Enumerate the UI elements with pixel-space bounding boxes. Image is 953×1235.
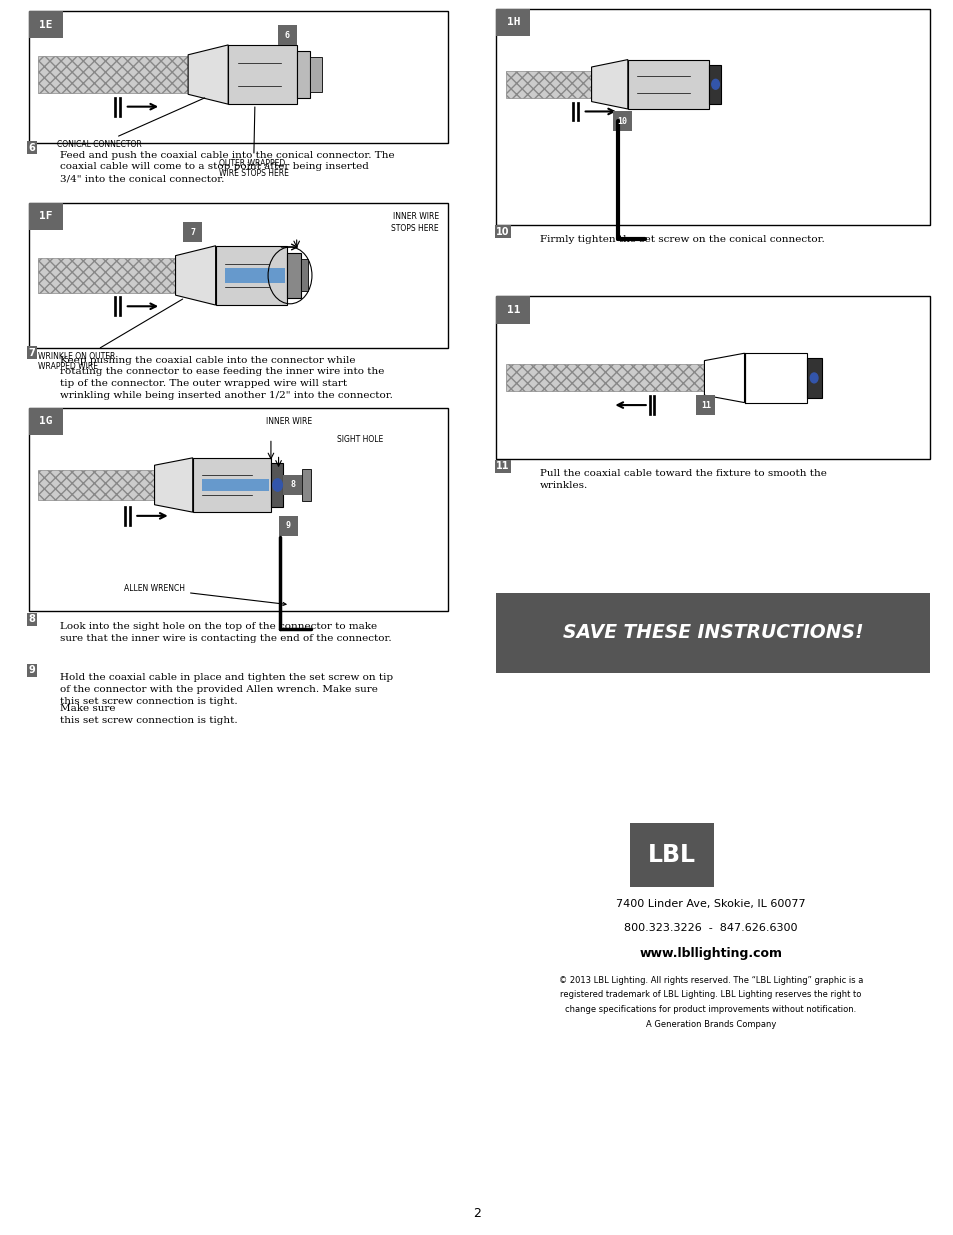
Circle shape xyxy=(711,79,719,89)
Text: 10: 10 xyxy=(617,117,626,126)
Bar xyxy=(119,296,121,316)
Text: 800.323.3226  -  847.626.6300: 800.323.3226 - 847.626.6300 xyxy=(623,923,797,932)
Circle shape xyxy=(809,373,817,383)
Bar xyxy=(287,253,300,298)
Bar xyxy=(215,246,287,305)
Bar xyxy=(119,96,121,116)
Text: Make sure
this set screw connection is tight.: Make sure this set screw connection is t… xyxy=(60,704,237,725)
Text: WRINKLE ON OUTER
WRAPPED WIRE: WRINKLE ON OUTER WRAPPED WIRE xyxy=(38,299,182,372)
Bar xyxy=(496,296,530,324)
Bar xyxy=(627,59,708,109)
Bar xyxy=(577,101,578,121)
Bar xyxy=(696,395,715,415)
Text: 10: 10 xyxy=(496,227,509,237)
Bar xyxy=(225,268,285,283)
Text: 7: 7 xyxy=(190,227,195,237)
Text: 1F: 1F xyxy=(39,211,52,221)
Bar xyxy=(496,296,929,459)
Bar xyxy=(29,203,63,230)
Bar xyxy=(193,458,271,513)
Bar xyxy=(302,469,311,501)
Text: 11: 11 xyxy=(700,400,710,410)
Polygon shape xyxy=(188,44,228,104)
Bar xyxy=(505,70,591,98)
Bar xyxy=(572,101,574,121)
Text: Hold the coaxial cable in place and tighten the set screw on tip
of the connecto: Hold the coaxial cable in place and tigh… xyxy=(60,673,393,705)
Bar xyxy=(283,475,302,495)
Bar xyxy=(629,823,713,887)
Bar xyxy=(496,9,929,225)
Text: INNER WIRE: INNER WIRE xyxy=(266,417,312,426)
Bar xyxy=(183,222,202,242)
Text: change specifications for product improvements without notification.: change specifications for product improv… xyxy=(564,1005,856,1014)
Bar xyxy=(496,593,929,673)
Text: www.lbllighting.com: www.lbllighting.com xyxy=(639,947,781,961)
Polygon shape xyxy=(154,458,193,513)
Bar xyxy=(29,408,63,435)
Text: 6: 6 xyxy=(29,143,35,153)
Bar xyxy=(29,11,448,143)
Text: 2: 2 xyxy=(473,1207,480,1220)
Polygon shape xyxy=(703,353,743,403)
Text: Keep pushing the coaxial cable into the connector while
rotating the connector t: Keep pushing the coaxial cable into the … xyxy=(60,356,393,400)
Text: 9: 9 xyxy=(285,521,291,530)
Text: 9: 9 xyxy=(29,666,35,676)
Bar xyxy=(653,395,655,415)
Bar xyxy=(708,64,720,104)
Bar xyxy=(300,259,308,291)
Text: 8: 8 xyxy=(290,480,295,489)
Polygon shape xyxy=(175,246,215,305)
Text: SAVE THESE INSTRUCTIONS!: SAVE THESE INSTRUCTIONS! xyxy=(562,624,862,642)
Text: 7400 Linder Ave, Skokie, IL 60077: 7400 Linder Ave, Skokie, IL 60077 xyxy=(616,899,804,909)
Text: A Generation Brands Company: A Generation Brands Company xyxy=(645,1020,775,1029)
Text: 11: 11 xyxy=(506,305,519,315)
Text: SIGHT HOLE: SIGHT HOLE xyxy=(336,435,383,443)
Bar xyxy=(114,296,116,316)
Bar xyxy=(38,258,175,293)
Text: Firmly tighten the set screw on the conical connector.: Firmly tighten the set screw on the coni… xyxy=(539,235,823,243)
Bar xyxy=(124,506,126,526)
Bar xyxy=(29,11,63,38)
Text: 11: 11 xyxy=(496,462,509,472)
Bar xyxy=(271,463,283,508)
Text: 1G: 1G xyxy=(39,416,52,426)
Text: CONICAL CONNECTOR: CONICAL CONNECTOR xyxy=(57,98,205,149)
Text: © 2013 LBL Lighting. All rights reserved. The “LBL Lighting” graphic is a: © 2013 LBL Lighting. All rights reserved… xyxy=(558,976,862,984)
Bar xyxy=(612,111,631,131)
Bar xyxy=(228,44,296,104)
Text: 1E: 1E xyxy=(39,20,52,30)
Text: 6: 6 xyxy=(285,31,290,40)
Bar xyxy=(29,203,448,348)
Text: OUTER WRAPPED
WIRE STOPS HERE: OUTER WRAPPED WIRE STOPS HERE xyxy=(218,107,288,178)
Text: Look into the sight hole on the top of the connector to make
sure that the inner: Look into the sight hole on the top of t… xyxy=(60,622,392,643)
Text: Pull the coaxial cable toward the fixture to smooth the
wrinkles.: Pull the coaxial cable toward the fixtur… xyxy=(539,469,826,490)
Bar xyxy=(114,96,116,116)
Text: registered trademark of LBL Lighting. LBL Lighting reserves the right to: registered trademark of LBL Lighting. LB… xyxy=(559,990,861,999)
Bar xyxy=(648,395,650,415)
Text: LBL: LBL xyxy=(647,842,695,867)
Bar xyxy=(277,25,296,44)
Circle shape xyxy=(273,479,282,492)
Bar xyxy=(743,353,805,403)
Bar xyxy=(278,516,297,536)
Bar xyxy=(38,469,154,500)
Bar xyxy=(29,408,448,611)
Text: Feed and push the coaxial cable into the conical connector. The
coaxial cable wi: Feed and push the coaxial cable into the… xyxy=(60,151,395,183)
Bar xyxy=(38,56,188,93)
Text: INNER WIRE
STOPS HERE: INNER WIRE STOPS HERE xyxy=(391,212,438,232)
Bar xyxy=(310,57,321,91)
Text: 1H: 1H xyxy=(506,17,519,27)
Polygon shape xyxy=(591,59,627,109)
Bar xyxy=(129,506,131,526)
Text: 7: 7 xyxy=(29,348,35,358)
Bar xyxy=(496,9,530,36)
Text: 8: 8 xyxy=(29,615,35,625)
Bar xyxy=(296,51,310,98)
Bar xyxy=(202,479,269,492)
Bar xyxy=(505,364,703,391)
Bar xyxy=(805,358,821,398)
Text: ALLEN WRENCH: ALLEN WRENCH xyxy=(124,584,286,605)
